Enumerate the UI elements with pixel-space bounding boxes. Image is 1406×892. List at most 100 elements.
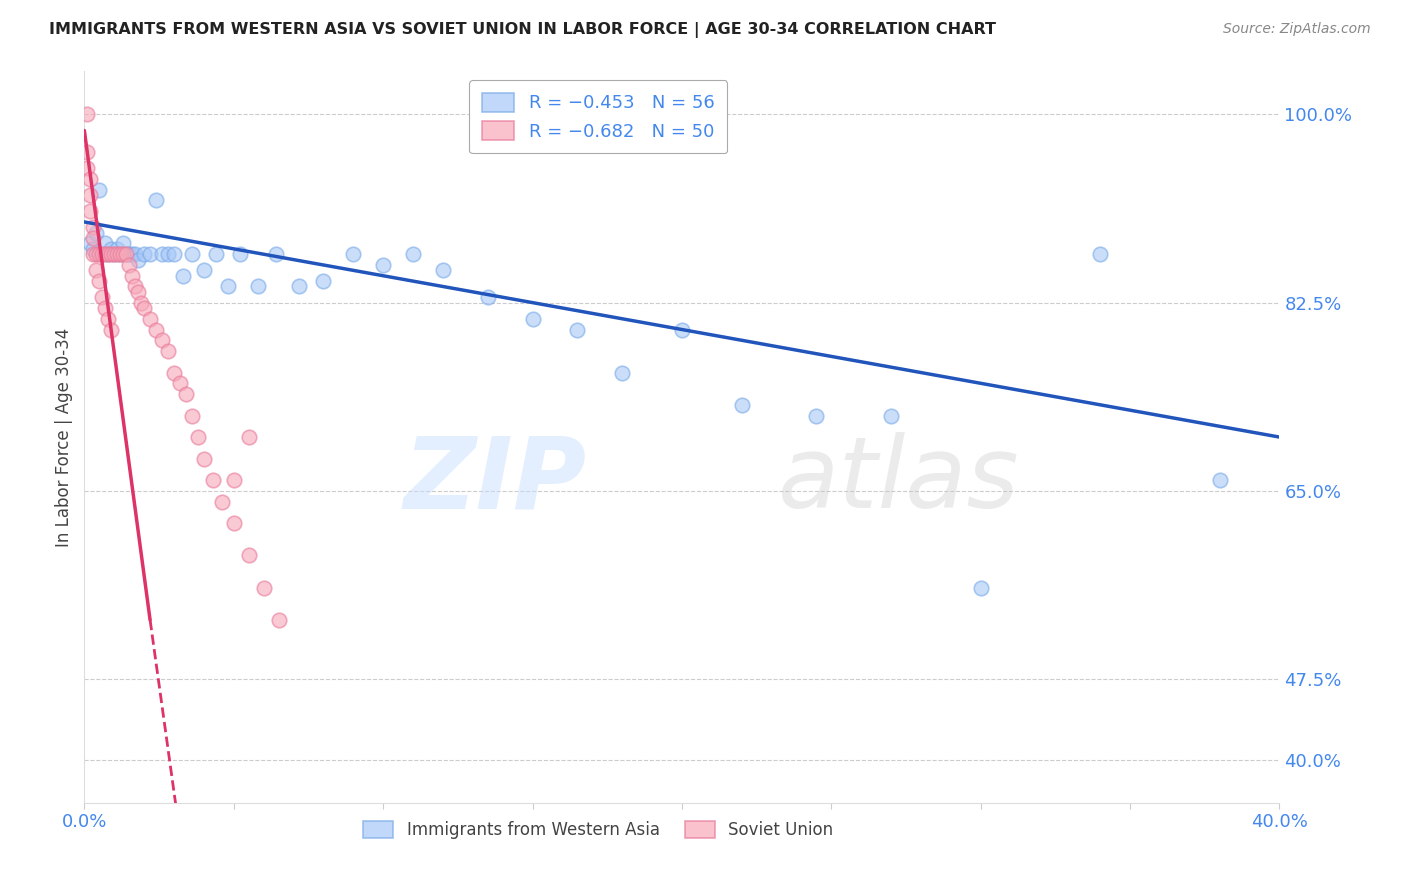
Point (880, 409, 903, 423)
Point (970, 581, 993, 595)
Point (94, 301, 117, 315)
Point (342, 247, 364, 261)
Point (238, 430, 260, 444)
Point (100, 242, 122, 256)
Point (94, 247, 117, 261)
Point (100, 247, 122, 261)
Text: Source: ZipAtlas.com: Source: ZipAtlas.com (1223, 22, 1371, 37)
Point (806, 409, 828, 423)
Point (82, 220, 104, 235)
Point (105, 242, 128, 256)
Point (89, 274, 111, 288)
Point (205, 247, 228, 261)
Point (112, 236, 135, 251)
Point (1209, 473, 1232, 487)
Point (145, 194, 167, 208)
Point (86, 247, 108, 261)
Point (567, 322, 589, 336)
Point (187, 430, 209, 444)
Point (100, 322, 122, 336)
Point (222, 516, 245, 530)
Point (121, 247, 143, 261)
Point (82, 231, 104, 245)
Point (181, 247, 204, 261)
Point (115, 247, 138, 261)
Point (79, 204, 101, 219)
Point (118, 247, 141, 261)
Point (103, 247, 125, 261)
Point (174, 387, 197, 401)
Point (522, 311, 544, 326)
Point (172, 268, 194, 283)
Text: ZIP: ZIP (404, 433, 586, 530)
Point (129, 295, 152, 310)
Point (86, 263, 108, 277)
Point (145, 322, 167, 336)
Legend: Immigrants from Western Asia, Soviet Union: Immigrants from Western Asia, Soviet Uni… (353, 811, 844, 849)
Point (94, 236, 117, 251)
Point (103, 247, 125, 261)
Point (89, 183, 111, 197)
Point (1090, 247, 1112, 261)
Point (150, 247, 173, 261)
Point (121, 268, 143, 283)
Point (163, 247, 186, 261)
Point (139, 247, 162, 261)
Point (82, 242, 104, 256)
Point (267, 613, 290, 627)
Text: IMMIGRANTS FROM WESTERN ASIA VS SOVIET UNION IN LABOR FORCE | AGE 30-34 CORRELAT: IMMIGRANTS FROM WESTERN ASIA VS SOVIET U… (49, 22, 997, 38)
Point (91, 290, 114, 304)
Point (432, 263, 454, 277)
Point (731, 398, 754, 412)
Point (105, 247, 128, 261)
Point (97, 247, 120, 261)
Point (211, 494, 233, 508)
Point (157, 247, 180, 261)
Point (163, 366, 186, 380)
Point (402, 247, 425, 261)
Point (139, 311, 162, 326)
Point (86, 226, 108, 240)
Point (246, 279, 269, 293)
Point (76, 145, 98, 159)
Point (222, 473, 245, 487)
Point (228, 247, 252, 261)
Point (112, 247, 135, 261)
Point (181, 409, 204, 423)
Point (169, 376, 191, 391)
Point (76, 107, 98, 121)
Point (193, 451, 215, 466)
Point (671, 322, 693, 336)
Text: atlas: atlas (778, 433, 1019, 530)
Point (193, 263, 215, 277)
Point (253, 581, 276, 595)
Point (97, 311, 120, 326)
Point (132, 247, 156, 261)
Y-axis label: In Labor Force | Age 30-34: In Labor Force | Age 30-34 (55, 327, 73, 547)
Point (217, 279, 239, 293)
Point (132, 301, 156, 315)
Point (118, 258, 141, 272)
Point (264, 247, 287, 261)
Point (97, 247, 120, 261)
Point (110, 247, 132, 261)
Point (612, 366, 634, 380)
Point (79, 188, 101, 202)
Point (127, 252, 149, 267)
Point (124, 279, 146, 293)
Point (79, 236, 101, 251)
Point (150, 333, 173, 347)
Point (91, 247, 114, 261)
Point (91, 247, 114, 261)
Point (238, 549, 260, 563)
Point (312, 274, 335, 288)
Point (82, 247, 104, 261)
Point (76, 161, 98, 176)
Point (115, 247, 138, 261)
Point (89, 247, 111, 261)
Point (79, 172, 101, 186)
Point (288, 279, 311, 293)
Point (477, 290, 499, 304)
Point (127, 285, 149, 299)
Point (124, 247, 146, 261)
